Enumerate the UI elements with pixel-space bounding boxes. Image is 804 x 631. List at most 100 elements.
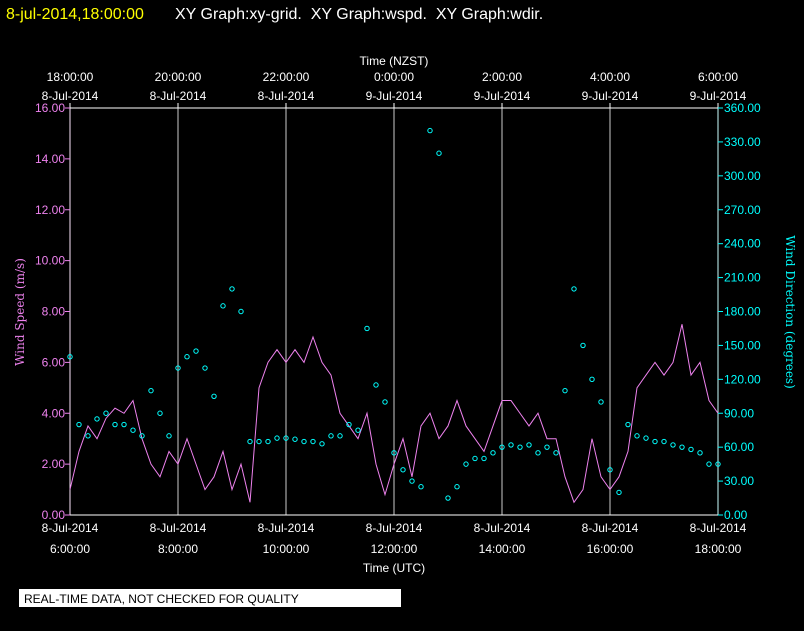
y-axis-title: Wind Speed (m/s) [13,258,27,366]
direction-point [247,438,253,445]
x-tick-label: 14:00:00 [479,542,526,556]
direction-point [373,382,379,388]
y2-tick-label: 0.00 [724,508,748,522]
x2-tick-label: 9-Jul-2014 [690,89,747,103]
x-tick-label: 12:00:00 [371,542,418,556]
x-tick-label: 16:00:00 [587,542,634,556]
x-axis-title: Time (UTC) [363,561,425,575]
direction-point [634,433,640,439]
direction-point [355,427,361,433]
x-tick-label: 8-Jul-2014 [474,521,531,535]
y2-tick-label: 180.00 [724,305,761,319]
direction-point [652,438,658,445]
x2-tick-label: 9-Jul-2014 [474,89,531,103]
direction-point [328,433,334,439]
x-tick-label: 8-Jul-2014 [258,521,315,535]
y2-tick-label: 150.00 [724,338,761,352]
direction-point [427,127,433,134]
direction-point [364,325,370,332]
y2-tick-label: 270.00 [724,203,761,217]
y-tick-label: 10.00 [35,254,65,268]
direction-point [607,467,613,473]
direction-point [193,348,199,354]
direction-point [319,441,325,447]
direction-point [283,435,289,441]
y-tick-label: 2.00 [42,457,66,471]
direction-point [157,410,163,416]
direction-point [436,150,442,156]
direction-point [256,438,262,445]
direction-point [112,421,118,428]
direction-point [220,303,226,309]
x2-axis-title: Time (NZST) [360,54,429,68]
x-tick-label: 8-Jul-2014 [42,521,99,535]
y2-tick-label: 30.00 [724,474,754,488]
direction-point [454,484,460,490]
y2-tick-label: 60.00 [724,440,754,454]
direction-point [544,444,550,450]
direction-point [400,467,406,473]
y-tick-label: 14.00 [35,152,65,166]
x-tick-label: 10:00:00 [263,542,310,556]
direction-point [85,433,91,439]
y-tick-label: 0.00 [42,508,66,522]
y2-tick-label: 300.00 [724,169,761,183]
direction-point [508,442,514,448]
direction-point [553,450,559,456]
footer-box [19,589,401,607]
direction-point [598,399,604,405]
x2-tick-label: 8-Jul-2014 [42,89,99,103]
y-tick-label: 12.00 [35,203,65,217]
direction-point [715,461,721,467]
y-tick-label: 6.00 [42,355,66,369]
y2-tick-label: 240.00 [724,237,761,251]
graph-names: XY Graph:xy-grid. XY Graph:wspd. XY Grap… [175,6,543,23]
direction-point [688,446,694,453]
direction-point [580,342,586,349]
x2-tick-label: 22:00:00 [263,70,310,84]
x2-tick-label: 4:00:00 [590,70,630,84]
direction-point [301,438,307,445]
direction-point [139,433,145,439]
direction-point [103,410,109,416]
y-tick-label: 8.00 [42,305,66,319]
y2-tick-label: 210.00 [724,271,761,285]
x-tick-label: 18:00:00 [695,542,742,556]
direction-point [94,416,100,422]
direction-point [472,455,478,462]
direction-point [265,438,271,445]
direction-point [445,495,451,501]
direction-point [661,438,667,445]
x-tick-label: 8-Jul-2014 [150,521,207,535]
direction-point [148,387,154,394]
y2-tick-label: 90.00 [724,406,754,420]
direction-point [625,421,631,428]
timestamp: 8-jul-2014,18:00:00 [6,6,144,23]
direction-point [706,461,712,467]
direction-point [274,435,280,441]
direction-point [175,365,181,371]
direction-point [643,435,649,441]
direction-point [310,438,316,445]
y-tick-label: 4.00 [42,406,66,420]
y2-axis-title: Wind Direction (degrees) [783,235,797,389]
y2-tick-label: 120.00 [724,372,761,386]
x-tick-label: 8-Jul-2014 [366,521,423,535]
x-tick-label: 6:00:00 [50,542,90,556]
direction-point [571,286,577,292]
direction-point [409,478,415,484]
x2-tick-label: 9-Jul-2014 [582,89,639,103]
direction-point [418,484,424,490]
speed-line [69,324,719,504]
x2-tick-label: 0:00:00 [374,70,414,84]
direction-point [346,421,352,428]
direction-point [382,399,388,405]
x-tick-label: 8-Jul-2014 [582,521,639,535]
direction-point [481,455,487,462]
direction-point [166,433,172,439]
direction-point [202,365,208,371]
direction-point [292,436,298,442]
direction-point [130,427,136,433]
